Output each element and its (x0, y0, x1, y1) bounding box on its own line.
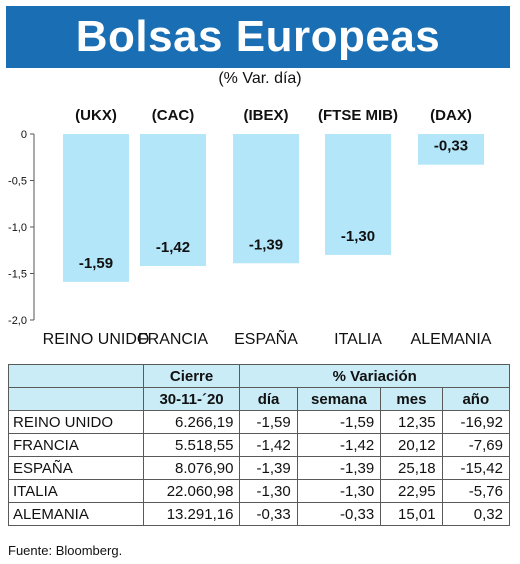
table-header-row-1: Cierre % Variación (8, 364, 510, 388)
table-cell-semana: -0,33 (296, 502, 382, 526)
table-cell-mes: 20,12 (380, 433, 443, 457)
table-header-cierre: Cierre (142, 364, 241, 388)
table-cell-ano: -7,69 (441, 433, 511, 457)
x-tick-label: FRANCIA (138, 331, 209, 348)
table-cell-semana: -1,42 (296, 433, 382, 457)
table-header-dia: día (239, 387, 298, 411)
table-header-empty (8, 364, 144, 388)
table-cell-country: REINO UNIDO (8, 410, 144, 434)
table-header-semana: semana (296, 387, 382, 411)
index-code-label: (DAX) (430, 107, 472, 124)
table-row: REINO UNIDO 6.266,19 -1,59 -1,59 12,35 -16,92 (8, 410, 511, 434)
table-cell-mes: 22,95 (380, 479, 443, 503)
table-header-variacion: % Variación (239, 364, 510, 388)
table-cell-cierre: 5.518,55 (142, 433, 241, 457)
table-header-ano: año (441, 387, 511, 411)
bar (418, 134, 484, 165)
x-tick-label: ALEMANIA (411, 331, 492, 348)
table-header-mes: mes (380, 387, 443, 411)
y-tick-label: -1,5 (8, 269, 27, 281)
bar-chart: 0 -0,5 -1,0 -1,5 -2,0 (UKX) -1,59 REINO UNIDO (C… (8, 107, 492, 348)
x-tick-label: ITALIA (334, 331, 382, 348)
table-cell-ano: 0,32 (441, 502, 511, 526)
bar (325, 134, 391, 255)
title-banner: Bolsas Europeas (6, 6, 510, 68)
data-label: -1,59 (79, 255, 113, 272)
data-label: -1,39 (249, 236, 283, 253)
table-cell-dia: -0,33 (239, 502, 298, 526)
table-cell-cierre: 22.060,98 (142, 479, 241, 503)
table-cell-ano: -15,42 (441, 456, 511, 480)
data-label: -1,42 (156, 239, 190, 256)
table-header-row-2: 30-11-´20 día semana mes año (8, 387, 511, 411)
x-tick-label: ESPAÑA (234, 328, 298, 348)
page-title: Bolsas Europeas (75, 12, 441, 61)
table-cell-country: ESPAÑA (8, 456, 144, 480)
chart-subtitle: (% Var. día) (218, 70, 302, 87)
table-cell-country: ITALIA (8, 479, 144, 503)
data-label: -0,33 (434, 138, 468, 155)
bar (233, 134, 299, 264)
table-cell-ano: -5,76 (441, 479, 511, 503)
table-cell-mes: 15,01 (380, 502, 443, 526)
index-code-label: (FTSE MIB) (318, 107, 398, 124)
table-cell-mes: 25,18 (380, 456, 443, 480)
table-cell-semana: -1,39 (296, 456, 382, 480)
data-label: -1,30 (341, 228, 375, 245)
indices-table: Cierre % Variación 30-11-´20 día semana … (8, 364, 511, 526)
table-row: FRANCIA 5.518,55 -1,42 -1,42 20,12 -7,69 (8, 433, 511, 457)
table-cell-ano: -16,92 (441, 410, 511, 434)
table-cell-semana: -1,59 (296, 410, 382, 434)
y-tick-label: -1,0 (8, 222, 27, 234)
table-cell-cierre: 8.076,90 (142, 456, 241, 480)
x-tick-label: REINO UNIDO (43, 331, 150, 348)
y-tick-label: -0,5 (8, 176, 27, 188)
table-cell-country: FRANCIA (8, 433, 144, 457)
table-header-date: 30-11-´20 (142, 387, 241, 411)
table-body: REINO UNIDO 6.266,19 -1,59 -1,59 12,35 -16,92… (8, 410, 511, 526)
table-cell-country: ALEMANIA (8, 502, 144, 526)
table-row: ESPAÑA 8.076,90 -1,39 -1,39 25,18 -15,42 (8, 456, 511, 480)
table-cell-semana: -1,30 (296, 479, 382, 503)
y-tick-label: 0 (21, 129, 27, 141)
bar (140, 134, 206, 267)
table-header-empty-2 (8, 387, 144, 411)
table-cell-cierre: 6.266,19 (142, 410, 241, 434)
bar (63, 134, 129, 282)
table-cell-cierre: 13.291,16 (142, 502, 241, 526)
index-code-label: (IBEX) (244, 107, 289, 124)
source-note: Fuente: Bloomberg. (8, 543, 123, 558)
index-code-label: (UKX) (75, 107, 117, 124)
table-cell-mes: 12,35 (380, 410, 443, 434)
table-row: ITALIA 22.060,98 -1,30 -1,30 22,95 -5,76 (8, 479, 511, 503)
table-cell-dia: -1,59 (239, 410, 298, 434)
table-row: ALEMANIA 13.291,16 -0,33 -0,33 15,01 0,32 (8, 502, 511, 526)
y-tick-label: -2,0 (8, 315, 27, 327)
table-cell-dia: -1,42 (239, 433, 298, 457)
table-cell-dia: -1,39 (239, 456, 298, 480)
table-cell-dia: -1,30 (239, 479, 298, 503)
index-code-label: (CAC) (152, 107, 195, 124)
